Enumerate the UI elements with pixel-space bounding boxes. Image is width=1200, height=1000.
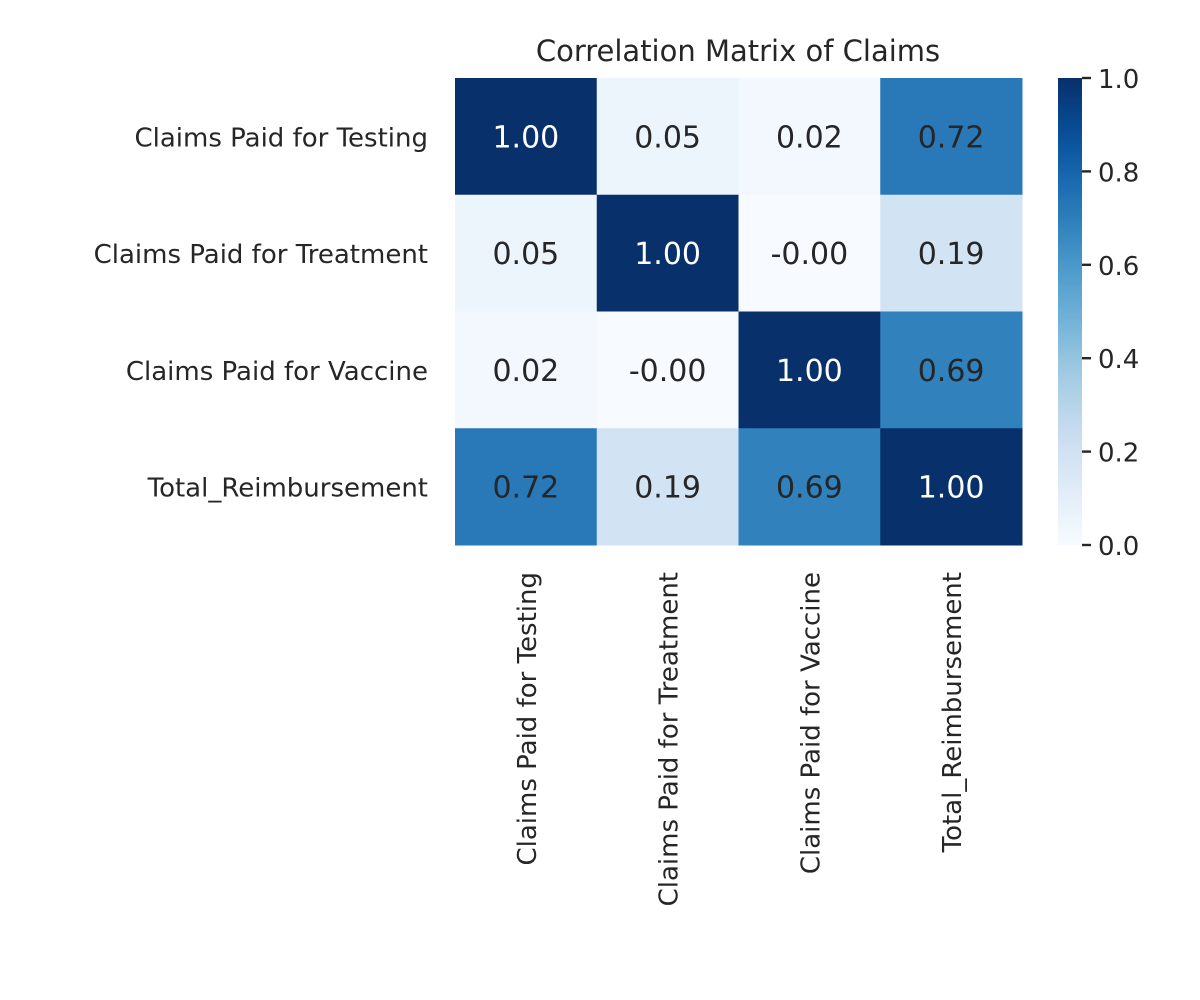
heatmap-cell bbox=[880, 194, 1023, 312]
colorbar-tick-label: 0.0 bbox=[1098, 532, 1139, 562]
heatmap-cell bbox=[455, 428, 598, 546]
column-tick-label: Claims Paid for Vaccine bbox=[796, 572, 826, 874]
column-tick-label: Claims Paid for Treatment bbox=[655, 572, 685, 906]
cell-value-label: 0.02 bbox=[776, 120, 843, 155]
cell-value-label: 1.00 bbox=[634, 237, 701, 272]
heatmap-cell bbox=[880, 78, 1023, 196]
heatmap-cell bbox=[738, 78, 881, 196]
column-tick-label: Claims Paid for Testing bbox=[513, 572, 543, 866]
heatmap-cell bbox=[455, 311, 598, 429]
colorbar-tick-label: 0.6 bbox=[1098, 252, 1139, 282]
heatmap-cell bbox=[596, 311, 739, 429]
heatmap-cells: 1.00 0.05 0.02 0.72 0.05 1.00 -0.00 0.19 0.02 -0.… bbox=[455, 78, 1023, 546]
row-tick-label: Claims Paid for Vaccine bbox=[126, 357, 428, 387]
cell-value-label: 0.19 bbox=[634, 471, 701, 506]
column-labels: Claims Paid for Testing Claims Paid for T… bbox=[513, 572, 968, 906]
cell-value-label: 0.19 bbox=[918, 237, 985, 272]
heatmap-cell bbox=[596, 428, 739, 546]
colorbar-gradient bbox=[1058, 78, 1082, 545]
cell-value-label: 1.00 bbox=[776, 354, 843, 389]
heatmap-cell bbox=[455, 78, 598, 196]
cell-value-label: 0.05 bbox=[492, 237, 559, 272]
colorbar-tick-label: 0.8 bbox=[1098, 158, 1139, 188]
heatmap-cell bbox=[596, 194, 739, 312]
row-tick-label: Claims Paid for Testing bbox=[134, 123, 428, 153]
colorbar-tick-label: 1.0 bbox=[1098, 65, 1139, 95]
colorbar-tick-label: 0.2 bbox=[1098, 439, 1139, 469]
cell-value-label: 0.72 bbox=[918, 120, 985, 155]
cell-value-label: -0.00 bbox=[771, 237, 849, 272]
heatmap-cell bbox=[596, 78, 739, 196]
cell-value-label: 0.69 bbox=[776, 471, 843, 506]
heatmap-cell bbox=[880, 428, 1023, 546]
cell-value-label: 1.00 bbox=[918, 471, 985, 506]
cell-value-label: 0.69 bbox=[918, 354, 985, 389]
cell-value-label: 0.05 bbox=[634, 120, 701, 155]
heatmap-cell bbox=[880, 311, 1023, 429]
heatmap-cell bbox=[455, 194, 598, 312]
cell-value-label: 0.02 bbox=[492, 354, 559, 389]
row-tick-label: Claims Paid for Treatment bbox=[94, 240, 428, 270]
cell-value-label: 1.00 bbox=[492, 120, 559, 155]
column-tick-label: Total_Reimbursement bbox=[938, 572, 968, 853]
heatmap-cell bbox=[738, 194, 881, 312]
row-tick-label: Total_Reimbursement bbox=[147, 474, 428, 504]
colorbar: 0.0 0.2 0.4 0.6 0.8 1.0 bbox=[1058, 65, 1139, 562]
cell-value-label: 0.72 bbox=[492, 471, 559, 506]
cell-value-label: -0.00 bbox=[629, 354, 707, 389]
colorbar-tick-label: 0.4 bbox=[1098, 345, 1139, 375]
heatmap-cell bbox=[738, 311, 881, 429]
heatmap-cell bbox=[738, 428, 881, 546]
chart-title: Correlation Matrix of Claims bbox=[536, 34, 940, 68]
row-labels: Claims Paid for Testing Claims Paid for T… bbox=[94, 123, 428, 503]
